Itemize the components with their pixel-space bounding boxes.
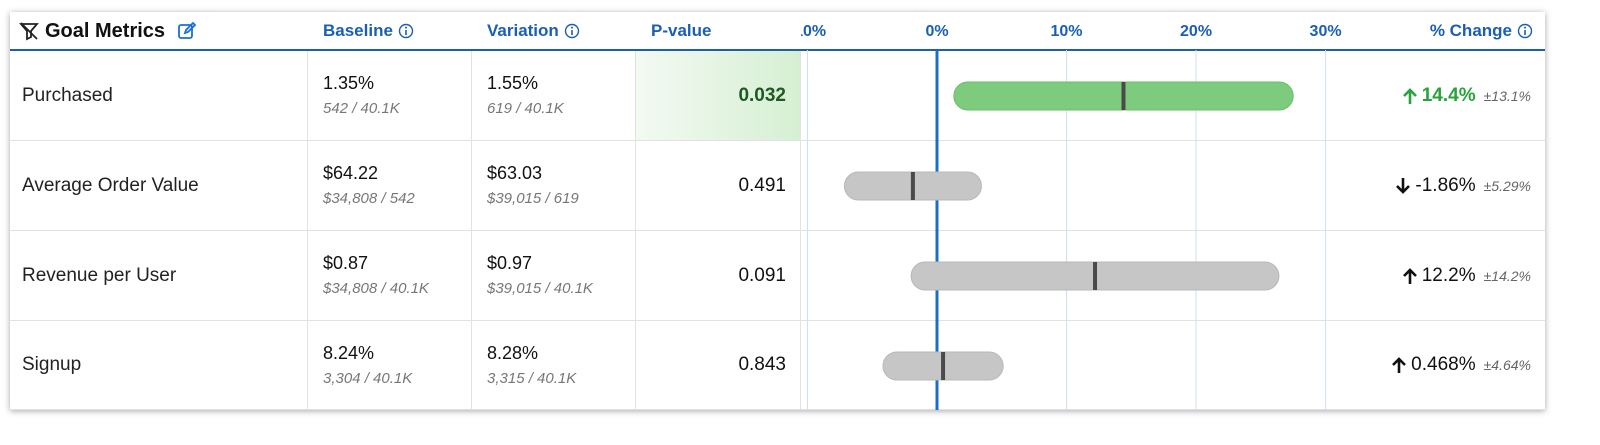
change-cell: 0.468% ±4.64% [1345, 321, 1545, 410]
change-value: 0.468% [1411, 354, 1476, 375]
change-value: -1.86% [1415, 174, 1476, 196]
change-cell: 12.2% ±14.2% [1345, 231, 1545, 321]
change-cell: 14.4% ±13.1% [1345, 51, 1545, 141]
baseline-detail: $34,808 / 40.1K [323, 280, 429, 297]
variation-cell: 8.28% 3,315 / 40.1K [472, 321, 636, 410]
edit-icon[interactable] [176, 20, 198, 42]
baseline-cell: 8.24% 3,304 / 40.1K [308, 321, 472, 410]
x-tick-label: 0% [925, 23, 948, 40]
arrow-down [1396, 177, 1411, 194]
p-value: 0.032 [636, 51, 801, 141]
baseline-cell: 1.35% 542 / 40.1K [308, 51, 472, 141]
confidence-interval: ±5.29% [1483, 177, 1531, 194]
metric-name: Revenue per User [10, 231, 308, 321]
variation-cell: $0.97 $39,015 / 40.1K [472, 231, 636, 321]
title-group: Goal Metrics [18, 12, 198, 50]
baseline-detail: 3,304 / 40.1K [323, 370, 413, 387]
column-label: % Change [1429, 21, 1512, 40]
metric-name: Signup [10, 321, 308, 410]
variation-detail: $39,015 / 40.1K [487, 280, 593, 297]
variation-detail: 3,315 / 40.1K [487, 370, 577, 387]
p-value: 0.491 [636, 141, 801, 231]
variation-value: 1.55% [487, 73, 539, 93]
variation-value: $0.97 [487, 253, 533, 273]
variation-value: 8.28% [487, 343, 539, 363]
header-rule [10, 49, 1545, 51]
change-value: 12.2% [1421, 264, 1476, 286]
pvalue-header: P-value [651, 12, 711, 50]
variation-detail: $39,015 / 619 [487, 190, 579, 207]
confidence-interval: ±14.2% [1483, 267, 1531, 284]
info-icon[interactable] [398, 23, 414, 39]
metric-name: Purchased [10, 51, 308, 141]
column-label: P-value [651, 21, 712, 40]
baseline-value: $0.87 [323, 253, 369, 273]
metric-name: Average Order Value [10, 141, 308, 231]
info-icon[interactable] [564, 23, 580, 39]
baseline-cell: $64.22 $34,808 / 542 [308, 141, 472, 231]
filter-icon[interactable] [18, 20, 40, 42]
column-label: Baseline [323, 21, 393, 40]
baseline-detail: 542 / 40.1K [323, 100, 400, 117]
chart-cell [801, 321, 1345, 410]
variation-detail: 619 / 40.1K [487, 100, 564, 117]
baseline-cell: $0.87 $34,808 / 40.1K [308, 231, 472, 321]
x-tick-label: 20% [1180, 23, 1212, 40]
info-icon[interactable] [1517, 23, 1533, 39]
x-tick-label: 10% [1051, 23, 1083, 40]
interval-chart: -10% 0% 10% 20% 30% [801, 23, 1342, 410]
arrow-up [1402, 87, 1417, 104]
x-tick-label: 30% [1310, 23, 1342, 40]
variation-cell: $63.03 $39,015 / 619 [472, 141, 636, 231]
change-value: 14.4% [1421, 84, 1476, 106]
x-tick-label: -10% [801, 23, 826, 40]
goal-metrics-card: Goal Metrics Baseline Variation P-value … [10, 12, 1545, 410]
variation-cell: 1.55% 619 / 40.1K [472, 51, 636, 141]
confidence-interval: ±4.64% [1483, 357, 1531, 373]
baseline-value: 1.35% [323, 73, 375, 93]
chart-cell [801, 231, 1345, 321]
arrow-up [1392, 357, 1407, 373]
p-value: 0.091 [636, 231, 801, 321]
change-cell: -1.86% ±5.29% [1345, 141, 1545, 231]
variation-value: $63.03 [487, 163, 543, 183]
arrow-up [1402, 267, 1417, 284]
p-value: 0.843 [636, 321, 801, 410]
title: Goal Metrics [45, 20, 166, 42]
baseline-value: 8.24% [323, 343, 375, 363]
variation-header: Variation [487, 12, 580, 50]
change-header: % Change [1430, 12, 1533, 50]
baseline-header: Baseline [323, 12, 414, 50]
baseline-value: $64.22 [323, 163, 379, 183]
chart-cell [801, 141, 1345, 231]
chart-cell [801, 51, 1345, 141]
column-label: Variation [487, 21, 559, 40]
baseline-detail: $34,808 / 542 [323, 190, 415, 207]
confidence-interval: ±13.1% [1483, 87, 1531, 104]
